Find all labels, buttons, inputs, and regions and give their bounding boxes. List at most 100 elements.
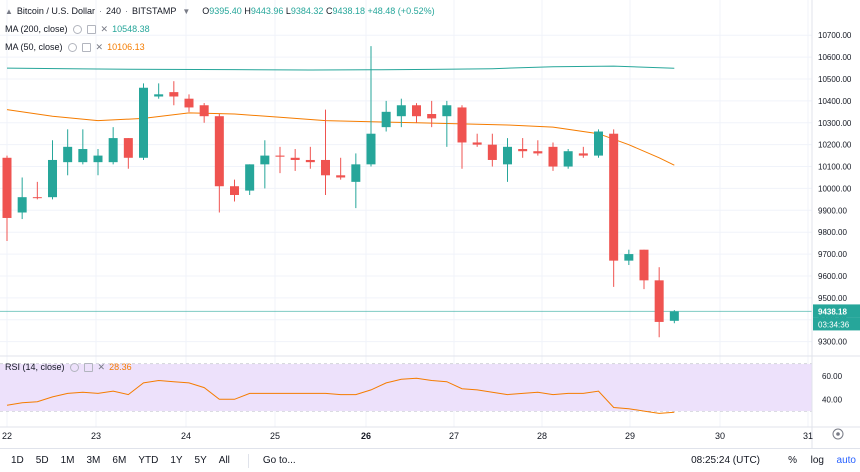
candle-body [78,149,88,163]
candlestick-series [2,46,679,338]
ma50-legend[interactable]: MA (50, close) ✕ 10106.13 [5,42,145,52]
timeframe-6m[interactable]: 6M [112,455,127,466]
candle [548,142,558,171]
ohlc-values: O9395.40 H9443.96 L9384.32 C9438.18 +48.… [202,6,434,16]
candle [427,100,437,128]
change-value: +48.48 (+0.52%) [367,6,435,16]
open-label: O [202,6,210,16]
settings-icon[interactable] [83,362,93,372]
close-value: 9438.18 [332,6,366,16]
chevron-down-icon[interactable]: ▼ [182,6,191,16]
ma200-legend[interactable]: MA (200, close) ✕ 10548.38 [5,24,150,34]
candle-body [624,254,634,261]
candle-body [305,159,315,163]
time-tick-label: 30 [715,431,725,441]
candle [305,146,315,169]
rsi-tick-label: 60.00 [822,372,843,381]
candle [48,140,57,200]
candle [457,105,467,169]
timeframe-1y[interactable]: 1Y [170,455,183,466]
rsi-legend[interactable]: RSI (14, close) ✕ 28.36 [5,362,132,372]
candle [518,138,528,158]
candle-body [230,186,239,195]
eye-icon[interactable] [67,42,77,52]
candle-body [93,155,103,163]
candle [169,81,179,106]
exchange-label: BITSTAMP [131,6,177,16]
timeframe-ytd[interactable]: YTD [138,455,159,466]
close-icon[interactable]: ✕ [100,23,109,34]
settings-icon[interactable] [81,42,91,52]
ma50-line [6,109,675,166]
settings-icon[interactable] [86,24,96,34]
candle [609,129,619,287]
price-tick-label: 10500.00 [818,75,852,84]
goto-button[interactable]: Go to... [262,455,296,466]
candle-body [108,138,118,163]
low-value: 9384.32 [290,6,324,16]
open-value: 9395.40 [209,6,242,16]
collapse-arrow-icon[interactable]: ▲ [5,6,13,16]
symbol-legend[interactable]: ▲ Bitcoin / U.S. Dollar · 240 · BITSTAMP… [5,6,435,16]
timeframe-3m[interactable]: 3M [86,455,101,466]
candle-body [412,105,421,117]
timeframe-5d[interactable]: 5D [35,455,49,466]
symbol-name: Bitcoin / U.S. Dollar [16,6,95,16]
chart-canvas[interactable]: 10700.00 10600.00 10500.00 10400.00 10300.00… [0,0,860,448]
candle-body [669,311,679,321]
candle-body [396,105,406,117]
candle [93,149,103,176]
ma200-line [6,65,675,71]
candle [654,267,664,338]
ma200-value: 10548.38 [112,24,150,34]
price-tick-label: 10200.00 [818,141,852,150]
candle-body [639,249,649,281]
candle-body [487,144,497,160]
candle [2,155,12,241]
settings-gear-icon [832,428,844,440]
candle-body [472,142,482,145]
close-icon[interactable]: ✕ [95,41,104,52]
candle-body [366,133,376,165]
candle [472,133,482,147]
timeframe-all[interactable]: All [218,455,230,466]
close-icon[interactable]: ✕ [97,361,106,372]
timeframe-1d[interactable]: 1D [11,455,24,466]
candle [396,98,406,128]
price-tick-label: 10300.00 [818,119,852,128]
candle [412,103,421,123]
candle [123,138,133,169]
eye-icon[interactable] [72,24,82,34]
auto-toggle[interactable]: auto [836,455,856,466]
timeframe-5y[interactable]: 5Y [194,455,207,466]
interval-label: 240 [105,6,121,16]
price-tick-label: 10600.00 [818,53,852,62]
candle [275,146,285,174]
price-tick-label: 9800.00 [818,228,847,237]
rsi-band [0,364,812,412]
rsi-series [6,377,675,414]
candle-body [154,94,164,97]
candle-body [17,197,27,213]
candle-body [518,149,528,152]
countdown-badge [813,317,860,331]
candle-body [548,146,558,167]
candle [624,249,634,266]
price-tick-label: 9600.00 [818,272,847,281]
candle-body [442,105,452,117]
high-label: H [244,6,251,16]
rsi-tick-label: 40.00 [822,395,843,404]
utc-clock[interactable]: 08:25:24 (UTC) [691,455,760,466]
bottom-toolbar: 1D 5D 1M 3M 6M YTD 1Y 5Y All Go to... 08… [0,448,860,472]
candle-body [594,131,603,156]
candle-body [48,159,57,198]
candle [214,114,224,213]
candle-body [199,105,209,117]
price-tick-label: 9700.00 [818,250,847,259]
percent-toggle[interactable]: % [788,455,797,466]
log-toggle[interactable]: log [810,455,824,466]
candle [381,100,391,132]
timeframe-1m[interactable]: 1M [60,455,75,466]
eye-icon[interactable] [69,362,79,372]
